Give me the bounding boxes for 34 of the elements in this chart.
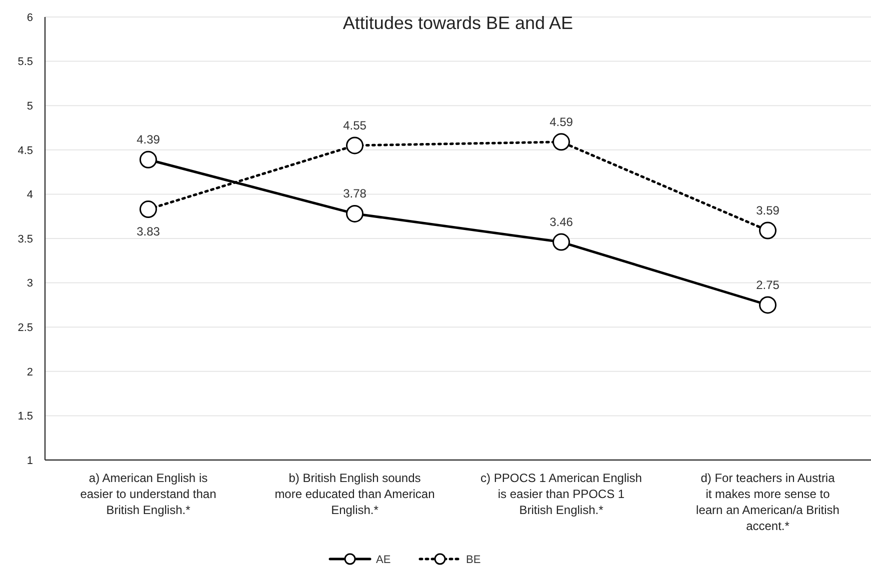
point [346,136,364,154]
point [552,133,570,151]
chart-title: Attitudes towards BE and AE [342,13,574,33]
y-tick-label: 2 [26,366,33,378]
x-tick-label: d) For teachers in Austria it makes more sense to learn an American/a British accent.* [696,471,840,533]
legend-label: BE [466,554,481,566]
legend-label: AE [376,554,391,566]
x-tick-label: a) American English is easier to understand than British English.* [80,471,216,517]
y-tick-label: 4 [26,189,33,202]
data-label: 3.46 [550,215,574,230]
data-label: 4.39 [136,132,160,147]
data-label: 3.78 [343,186,367,201]
data-label: 4.55 [343,118,367,132]
y-tick-label: 1 [26,454,33,467]
data-label: 3.59 [756,204,780,218]
point [759,222,776,240]
data-label: 3.83 [136,224,160,238]
y-tick-label: 3.5 [18,233,33,246]
x-tick-label: c) PPOCS 1 American English is easier than PPOCS 1 British English.* [480,471,642,517]
point [552,233,570,251]
data-label: 2.75 [756,278,780,292]
y-tick-label: 4.5 [18,144,33,157]
x-tick-label: b) British English sounds more educated than American English.* [274,471,435,517]
point [140,200,157,218]
y-tick-label: 6 [26,12,33,24]
y-tick-label: 3 [26,278,33,290]
y-tick-label: 1.5 [18,410,33,423]
point [346,204,364,222]
point [140,150,157,168]
y-tick-label: 2.5 [18,322,33,334]
y-tick-label: 5.5 [18,56,33,68]
y-tick-label: 5 [26,100,33,112]
point [759,296,776,314]
data-label: 4.59 [550,114,574,129]
